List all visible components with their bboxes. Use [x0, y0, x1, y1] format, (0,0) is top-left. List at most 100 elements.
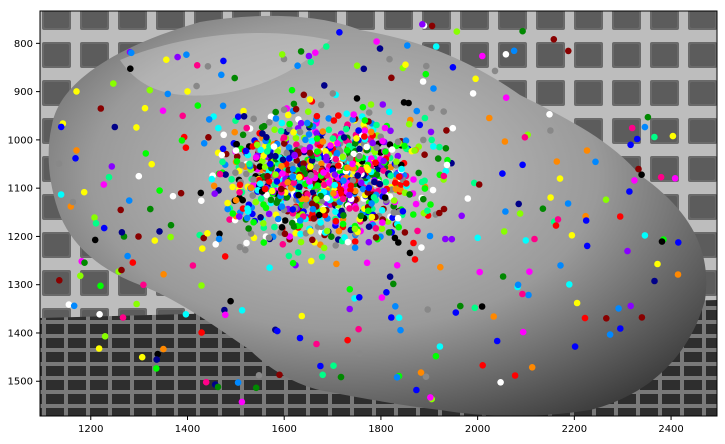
scatter-point [657, 173, 665, 181]
scatter-point [346, 305, 354, 313]
scatter-point [313, 164, 321, 171]
scatter-point [219, 145, 227, 153]
y-tick-label: 900 [14, 87, 33, 98]
scatter-point [368, 213, 376, 221]
scatter-point [335, 162, 342, 169]
scatter-point [232, 196, 240, 204]
scatter-point [592, 158, 599, 166]
scatter-point [305, 131, 313, 138]
scatter-point [250, 115, 257, 123]
scatter-point [323, 194, 331, 202]
scatter-point [335, 112, 342, 119]
scatter-point [278, 162, 285, 170]
scatter-point [401, 142, 408, 150]
scatter-point [442, 145, 450, 152]
scatter-point [208, 175, 216, 183]
scatter-point [474, 234, 482, 242]
scatter-point [57, 191, 65, 198]
scatter-point [177, 189, 185, 197]
scatter-points [55, 21, 682, 406]
scatter-point [306, 149, 314, 157]
scatter-point [228, 176, 235, 183]
scatter-point [238, 307, 246, 314]
scatter-point [105, 173, 113, 181]
scatter-point [156, 228, 163, 235]
scatter-point [390, 280, 397, 288]
scatter-point [297, 48, 305, 55]
scatter-point [221, 253, 229, 260]
scatter-point [243, 214, 251, 222]
scatter-point [486, 114, 493, 122]
scatter-point [367, 128, 375, 136]
scatter-point [392, 185, 400, 193]
scatter-point [300, 160, 307, 167]
scatter-point [627, 302, 634, 310]
scatter-point [272, 115, 280, 122]
scatter-point [57, 123, 65, 131]
scatter-point [204, 63, 212, 70]
scatter-point [379, 137, 386, 145]
scatter-point [292, 105, 300, 113]
scatter-point [313, 112, 321, 120]
scatter-point [369, 139, 376, 147]
scatter-point [464, 195, 472, 202]
scatter-point [515, 200, 522, 208]
scatter-point [250, 176, 257, 183]
scatter-point [263, 148, 271, 155]
scatter-point [440, 205, 448, 213]
scatter-point [141, 104, 149, 112]
scatter-point [302, 136, 309, 144]
scatter-point [135, 172, 143, 180]
scatter-point [404, 42, 411, 49]
scatter-point [55, 160, 63, 167]
axes-frame [39, 10, 718, 417]
scatter-point [452, 309, 460, 316]
scatter-point [641, 123, 649, 131]
scatter-point [631, 177, 638, 184]
scatter-point [307, 58, 315, 66]
scatter-point [313, 135, 321, 142]
scatter-point [411, 256, 419, 263]
scatter-point [510, 47, 518, 55]
scatter-point [167, 233, 174, 241]
scatter-point [351, 225, 359, 233]
scatter-point [218, 151, 226, 159]
x-tick-label: 1800 [368, 424, 393, 435]
scatter-point [333, 260, 340, 268]
scatter-point [443, 161, 451, 169]
scatter-point [97, 105, 105, 112]
scatter-point [449, 124, 457, 132]
scatter-point [244, 205, 251, 212]
scatter-point [436, 209, 443, 217]
scatter-point [405, 120, 413, 128]
scatter-point [382, 148, 389, 155]
scatter-point [281, 140, 288, 147]
scatter-point [236, 181, 244, 189]
scatter-point [73, 147, 80, 154]
scatter-point [581, 314, 589, 322]
scatter-point [393, 262, 401, 269]
scatter-point [151, 237, 159, 244]
scatter-point [644, 113, 652, 121]
scatter-point [471, 304, 479, 312]
scatter-point [300, 91, 308, 99]
scatter-point [419, 78, 427, 85]
scatter-point [272, 171, 279, 178]
scatter-point [519, 328, 527, 336]
scatter-point [635, 165, 642, 173]
scatter-point [306, 144, 314, 151]
y-tick-label: 800 [14, 39, 33, 50]
scatter-point [626, 188, 633, 195]
scatter-point [556, 175, 564, 182]
scatter-point [376, 180, 384, 188]
scatter-point [424, 207, 431, 214]
scatter-point [290, 100, 298, 108]
scatter-point [278, 51, 286, 58]
scatter-point [319, 138, 327, 145]
scatter-point [340, 134, 348, 141]
scatter-point [380, 187, 388, 195]
scatter-point [381, 194, 389, 201]
scatter-point [361, 117, 369, 124]
scatter-point [309, 205, 317, 213]
x-tick-label: 2200 [562, 424, 587, 435]
